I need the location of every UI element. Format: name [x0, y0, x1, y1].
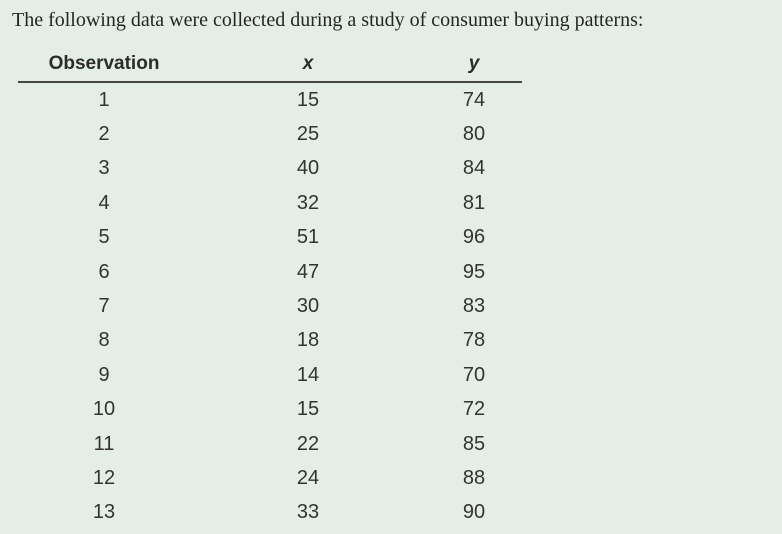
observation-cell: 7: [98, 295, 110, 318]
x-cell: 32: [296, 191, 320, 214]
y-cell: 74: [462, 88, 486, 111]
table-row: 4 32 81: [18, 186, 522, 220]
observation-cell: 6: [98, 260, 110, 283]
table-row: 3 40 84: [18, 152, 522, 186]
table-row: 12 24 88: [18, 461, 522, 495]
x-cell: 25: [296, 123, 320, 146]
observation-cell: 11: [93, 432, 115, 455]
observation-cell: 3: [98, 157, 110, 180]
observation-cell: 10: [92, 398, 116, 421]
observation-cell: 1: [98, 88, 110, 111]
data-table: Observation x y 1 15 74 2 25 80 3 40 84: [18, 53, 522, 530]
y-cell: 88: [462, 466, 486, 489]
table-body: 1 15 74 2 25 80 3 40 84 4 32 81 5 51: [18, 82, 522, 530]
x-cell: 24: [296, 466, 320, 489]
table-row: 5 51 96: [18, 221, 522, 255]
table-row: 9 14 70: [18, 358, 522, 392]
y-cell: 85: [462, 432, 486, 455]
table-header: Observation x y: [18, 53, 522, 83]
x-cell: 40: [296, 157, 320, 180]
table-row: 11 22 85: [18, 427, 522, 461]
table-row: 8 18 78: [18, 324, 522, 358]
observation-cell: 12: [92, 466, 116, 489]
y-cell: 70: [462, 363, 486, 386]
column-header-observation: Observation: [18, 53, 190, 83]
x-cell: 15: [296, 398, 320, 421]
column-header-y: y: [426, 53, 522, 83]
y-cell: 78: [462, 329, 486, 352]
y-cell: 95: [462, 260, 486, 283]
y-cell: 84: [462, 157, 486, 180]
header-row: Observation x y: [18, 53, 522, 83]
x-cell: 30: [296, 295, 320, 318]
x-cell: 47: [296, 260, 320, 283]
x-cell: 14: [296, 363, 320, 386]
y-cell: 80: [462, 123, 486, 146]
observation-cell: 2: [98, 123, 110, 146]
x-cell: 33: [296, 501, 320, 524]
y-cell: 72: [462, 398, 486, 421]
table-row: 2 25 80: [18, 117, 522, 151]
x-cell: 18: [296, 329, 320, 352]
observation-cell: 9: [98, 363, 110, 386]
x-cell: 22: [296, 432, 320, 455]
observation-cell: 13: [92, 501, 116, 524]
caption-text: The following data were collected during…: [12, 9, 644, 31]
y-cell: 81: [462, 191, 486, 214]
table-row: 13 33 90: [18, 496, 522, 530]
x-cell: 51: [296, 226, 320, 249]
column-header-x: x: [190, 53, 426, 83]
y-cell: 90: [462, 501, 486, 524]
table-row: 10 15 72: [18, 393, 522, 427]
observation-cell: 4: [98, 191, 110, 214]
table-row: 6 47 95: [18, 255, 522, 289]
y-cell: 96: [462, 226, 486, 249]
observation-cell: 5: [98, 226, 110, 249]
table-row: 7 30 83: [18, 289, 522, 323]
x-cell: 15: [296, 88, 320, 111]
observation-cell: 8: [98, 329, 110, 352]
y-cell: 83: [462, 295, 486, 318]
table-row: 1 15 74: [18, 82, 522, 117]
